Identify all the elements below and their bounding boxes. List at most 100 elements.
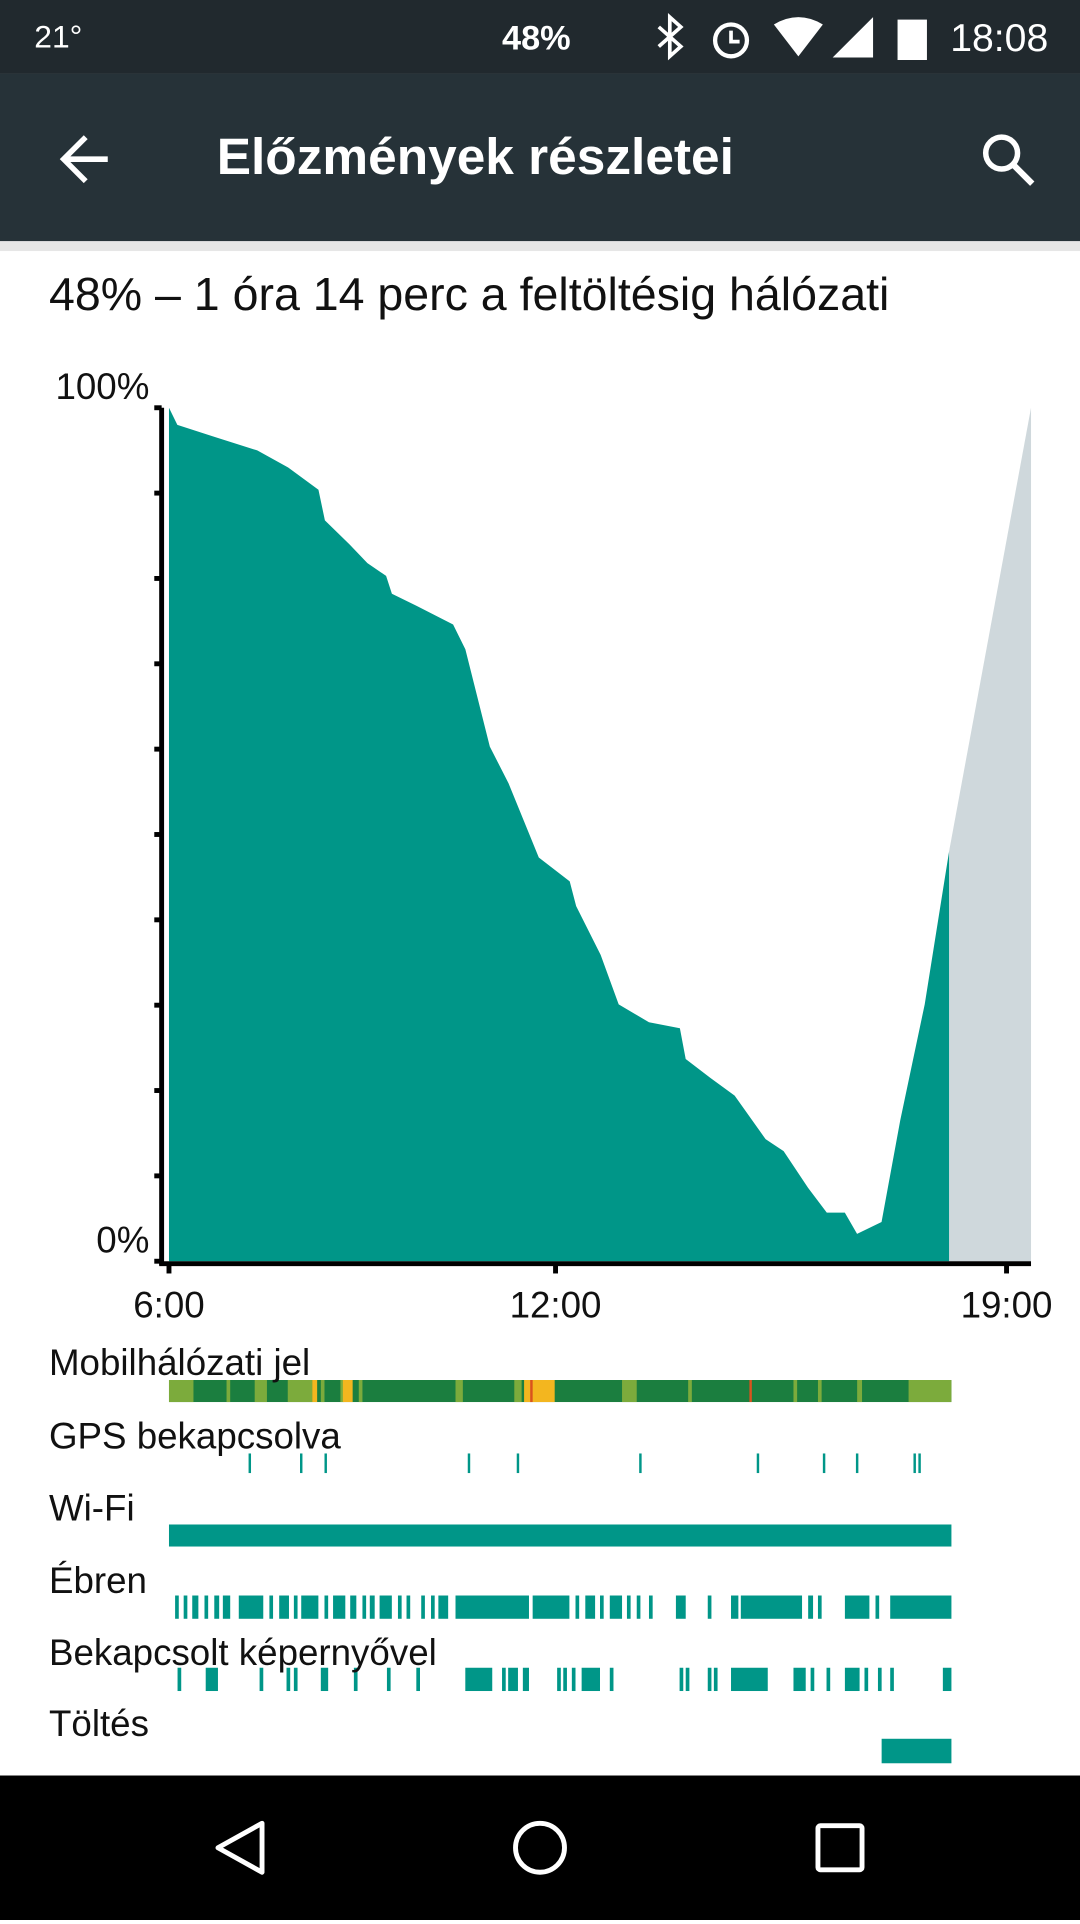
screen-stripe: [353, 1667, 358, 1692]
nav-recents[interactable]: [815, 1823, 865, 1873]
alarm-icon: [712, 22, 750, 59]
screen-stripe: [259, 1667, 264, 1692]
gps-stripe: [918, 1453, 921, 1474]
awake-stripe: [585, 1595, 596, 1619]
awake-stripe: [238, 1595, 264, 1619]
gps-stripe: [822, 1453, 826, 1474]
awake-stripe: [817, 1595, 822, 1619]
screen-stripe: [877, 1667, 882, 1692]
awake-stripe: [175, 1595, 179, 1619]
screen-stripe: [890, 1667, 894, 1692]
battery-percent: 48%: [502, 19, 571, 57]
app-bar-shadow: [0, 241, 1080, 252]
screen-stripe: [416, 1667, 420, 1692]
gps-stripe: [756, 1453, 760, 1474]
charging-bar: [881, 1738, 952, 1764]
signal-stripe: [168, 1380, 194, 1403]
signal-stripe: [749, 1380, 752, 1403]
battery-icon: [897, 19, 927, 61]
awake-stripe: [293, 1595, 298, 1619]
gps-stripe: [516, 1453, 520, 1474]
screen-stripe: [685, 1667, 690, 1692]
awake-stripe: [740, 1595, 803, 1619]
signal-stripe: [320, 1380, 325, 1403]
awake-stripe: [362, 1595, 367, 1619]
signal-stripe: [622, 1380, 637, 1403]
awake-stripe: [301, 1595, 319, 1619]
app-bar: [0, 73, 1080, 242]
nav-home[interactable]: [513, 1820, 567, 1875]
awake-stripe: [731, 1595, 739, 1619]
screen-stripe: [581, 1667, 600, 1692]
back-button[interactable]: [59, 135, 108, 184]
wifi-bar: [168, 1524, 952, 1547]
signal-stripe: [524, 1380, 555, 1403]
awake-stripe: [600, 1595, 604, 1619]
gps-stripe: [639, 1453, 642, 1474]
awake-stripe: [609, 1595, 623, 1619]
screen-stripe: [810, 1667, 815, 1692]
awake-stripe: [397, 1595, 402, 1619]
screen-stripe: [707, 1667, 712, 1692]
awake-stripe: [379, 1595, 392, 1619]
screen-stripe: [844, 1667, 860, 1692]
wifi-icon: [773, 17, 823, 57]
gps-stripe: [248, 1453, 252, 1474]
signal-stripe: [340, 1380, 345, 1403]
awake-stripe: [844, 1595, 870, 1619]
nav-back[interactable]: [215, 1820, 265, 1875]
alarm-hands: [729, 30, 740, 44]
awake-stripe: [222, 1595, 231, 1619]
screen-stripe: [205, 1667, 218, 1692]
awake-stripe: [431, 1595, 435, 1619]
y-tick-label: 0%: [96, 1220, 149, 1261]
screen-stripe: [679, 1667, 684, 1692]
screen-stripe: [557, 1667, 561, 1692]
screen-stripe: [386, 1667, 391, 1692]
awake-stripe: [192, 1595, 199, 1619]
screen-stripe: [731, 1667, 768, 1692]
signal-stripe: [908, 1380, 952, 1403]
awake-stripe: [269, 1595, 274, 1619]
gps-stripe: [467, 1453, 471, 1474]
awake-stripe: [333, 1595, 346, 1619]
temperature: 21°: [34, 19, 82, 55]
summary: 48% – 1 óra 14 perc a feltöltésig hálóza…: [49, 268, 889, 320]
awake-stripe: [648, 1595, 653, 1619]
gps-stripe: [300, 1453, 303, 1474]
signal-stripe: [342, 1380, 353, 1403]
clock: 18:08: [950, 17, 1048, 60]
screen-stripe: [177, 1667, 182, 1692]
screen-stripe: [609, 1667, 614, 1692]
signal-stripe: [312, 1380, 318, 1403]
screen-stripe: [320, 1667, 329, 1692]
awake-stripe: [626, 1595, 631, 1619]
awake-stripe: [350, 1595, 357, 1619]
signal-icon: [832, 17, 874, 58]
screen-stripe: [571, 1667, 576, 1692]
awake-stripe: [214, 1595, 220, 1619]
signal-bar: [168, 1380, 952, 1403]
signal-stripe: [514, 1380, 522, 1403]
signal-stripe: [287, 1380, 313, 1403]
awake-stripe: [204, 1595, 209, 1619]
awake-stripe: [406, 1595, 411, 1619]
awake-stripe: [183, 1595, 188, 1619]
awake-stripe: [438, 1595, 449, 1619]
signal-stripe: [817, 1380, 822, 1403]
screen-stripe: [793, 1667, 806, 1692]
signal-stripe: [254, 1380, 267, 1403]
screen-stripe: [286, 1667, 291, 1692]
x-tick-label: 19:00: [961, 1284, 1053, 1325]
awake-stripe: [532, 1595, 570, 1619]
awake-stripe: [707, 1595, 712, 1619]
screen-stripe: [864, 1667, 869, 1692]
bluetooth-icon: [657, 13, 684, 61]
screen-stripe: [465, 1667, 493, 1692]
timeline-label: Bekapcsolt képernyővel: [49, 1632, 437, 1673]
nav-bar: [0, 1775, 1080, 1920]
signal-stripe: [793, 1380, 798, 1403]
search-button[interactable]: [982, 134, 1021, 172]
